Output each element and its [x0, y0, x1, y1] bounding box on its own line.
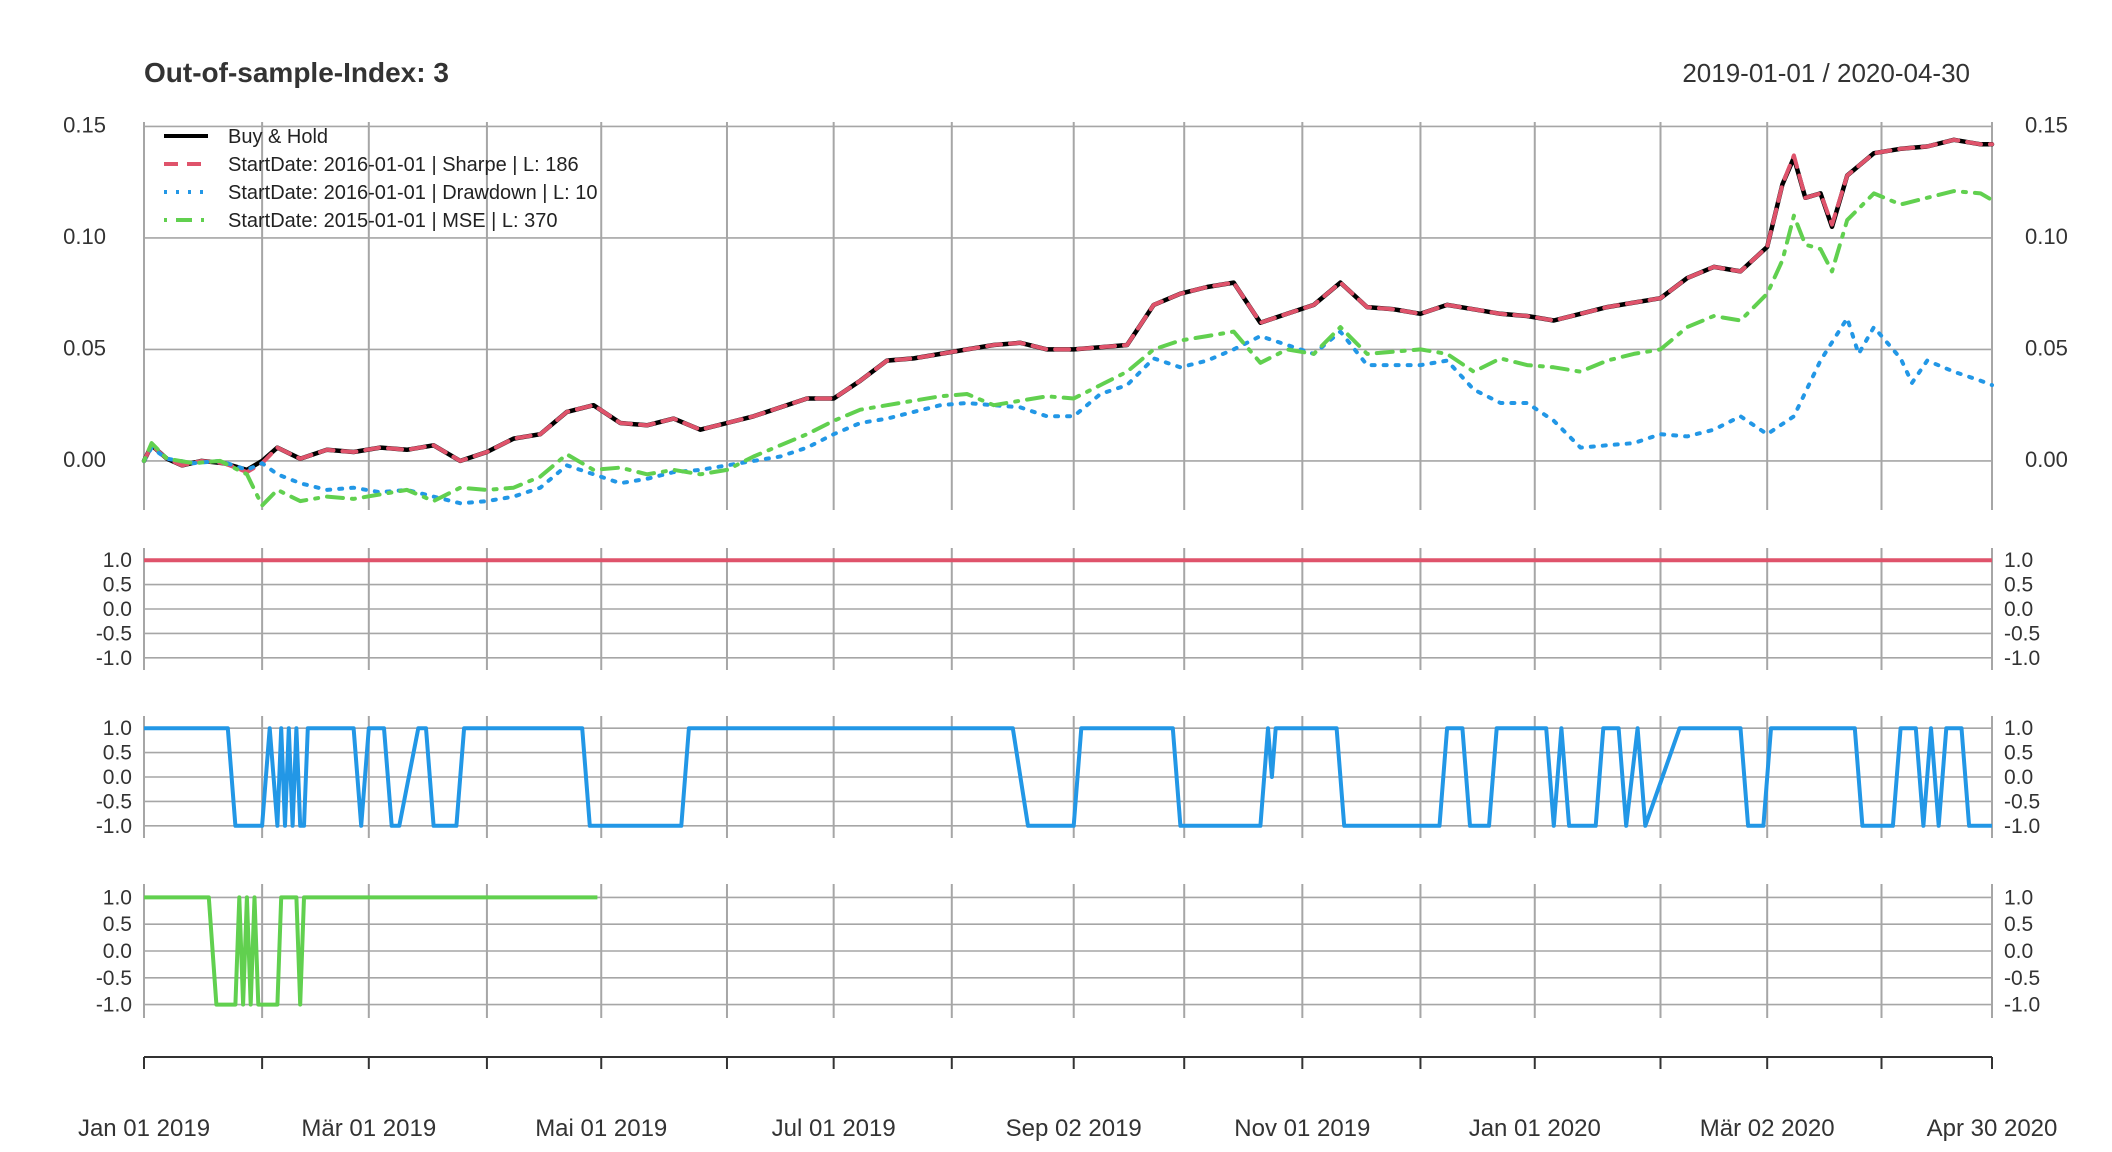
x-tick-label: Jul 01 2019 — [772, 1115, 896, 1142]
x-tick-label: Sep 02 2019 — [1006, 1115, 1142, 1142]
drawdown-signal-panel: 1.0 1.00.5 0.50.0 0.0-0.5 -0.5-1.0 -1.0 — [96, 716, 2040, 838]
y-tick-label-left: -1.0 — [96, 647, 132, 670]
y-tick-label-left: -1.0 — [96, 815, 132, 838]
x-tick-label: Jan 01 2019 — [78, 1115, 210, 1142]
y-tick-label-right: 0.0 — [2004, 598, 2033, 621]
series-line-3 — [142, 316, 1994, 506]
y-tick-label-right: 1.0 — [2004, 717, 2033, 740]
legend-label-4: StartDate: 2015-01-01 | MSE | L: 370 — [228, 210, 557, 232]
legend-label-1: Buy & Hold — [228, 126, 328, 148]
x-tick-label: Apr 30 2020 — [1927, 1115, 2058, 1142]
x-axis: Jan 01 2019 Mär 01 2019 Mai 01 2019 Jul 01 … — [78, 1056, 2058, 1142]
y-tick-label-left: 1.0 — [103, 886, 132, 909]
y-tick-label-right: 1.0 — [2004, 549, 2033, 572]
mse-signal-panel: 1.0 1.0 0.5 0.5 0.0 0.0 -0.5 -0.5 -1.0 -1.0 — [96, 884, 2040, 1018]
x-tick-label: Mär 02 2020 — [1700, 1115, 1835, 1142]
y-tick-label-right: 0.05 — [2025, 335, 2068, 360]
y-tick-label-right: 0.15 — [2025, 112, 2068, 137]
y-tick-label-left: -0.5 — [96, 622, 132, 645]
x-tick-label: Mär 01 2019 — [301, 1115, 436, 1142]
x-tick-label: Jan 01 2020 — [1469, 1115, 1601, 1142]
performance-panel: 0.00 0.00 0.05 0.05 0.10 0.10 0.15 0.15 — [63, 112, 2068, 510]
series-line-4 — [142, 189, 1994, 508]
x-tick-label: Nov 01 2019 — [1234, 1115, 1370, 1142]
y-tick-label-left: 0.5 — [103, 913, 132, 936]
y-tick-label-left: 0.10 — [63, 224, 106, 249]
y-tick-label-right: -1.0 — [2004, 815, 2040, 838]
y-tick-label-left: 1.0 — [103, 717, 132, 740]
y-tick-label-left: -0.5 — [96, 790, 132, 813]
y-tick-label-right: -1.0 — [2004, 647, 2040, 670]
legend: Buy & Hold StartDate: 2016-01-01 | Sharpe… — [164, 126, 597, 232]
date-range-label: 2019-01-01 / 2020-04-30 — [1682, 58, 1970, 88]
y-tick-label-left: 0.00 — [63, 447, 106, 472]
y-tick-label-left: 0.0 — [103, 598, 132, 621]
y-tick-label-right: 0.5 — [2004, 574, 2033, 597]
y-tick-label-right: -0.5 — [2004, 790, 2040, 813]
y-tick-label-right: -0.5 — [2004, 622, 2040, 645]
y-tick-label-left: 0.15 — [63, 112, 106, 137]
y-tick-label-left: -1.0 — [96, 994, 132, 1017]
y-tick-label-right: 0.00 — [2025, 447, 2068, 472]
x-tick-label: Mai 01 2019 — [535, 1115, 667, 1142]
sharpe-signal-panel: 1.0 1.00.5 0.50.0 0.0-0.5 -0.5-1.0 -1.0 — [96, 548, 2040, 670]
y-tick-label-right: 0.10 — [2025, 224, 2068, 249]
y-tick-label-right: 0.0 — [2004, 940, 2033, 963]
y-tick-label-left: 0.0 — [103, 940, 132, 963]
y-tick-label-left: 0.5 — [103, 742, 132, 765]
y-tick-label-left: 1.0 — [103, 549, 132, 572]
y-tick-label-right: 1.0 — [2004, 886, 2033, 909]
y-tick-label-right: -0.5 — [2004, 967, 2040, 990]
signal-line — [144, 726, 1992, 828]
legend-label-3: StartDate: 2016-01-01 | Drawdown | L: 10 — [228, 182, 597, 204]
y-tick-label-left: 0.05 — [63, 335, 106, 360]
y-tick-label-left: -0.5 — [96, 967, 132, 990]
y-tick-label-left: 0.0 — [103, 766, 132, 789]
signal-line — [144, 895, 598, 1007]
y-tick-label-right: 0.0 — [2004, 766, 2033, 789]
series-line-2 — [142, 137, 1994, 475]
chart-title: Out-of-sample-Index: 3 — [144, 57, 449, 88]
y-tick-label-right: -1.0 — [2004, 994, 2040, 1017]
y-tick-label-right: 0.5 — [2004, 913, 2033, 936]
legend-label-2: StartDate: 2016-01-01 | Sharpe | L: 186 — [228, 154, 579, 176]
y-tick-label-right: 0.5 — [2004, 742, 2033, 765]
y-tick-label-left: 0.5 — [103, 574, 132, 597]
